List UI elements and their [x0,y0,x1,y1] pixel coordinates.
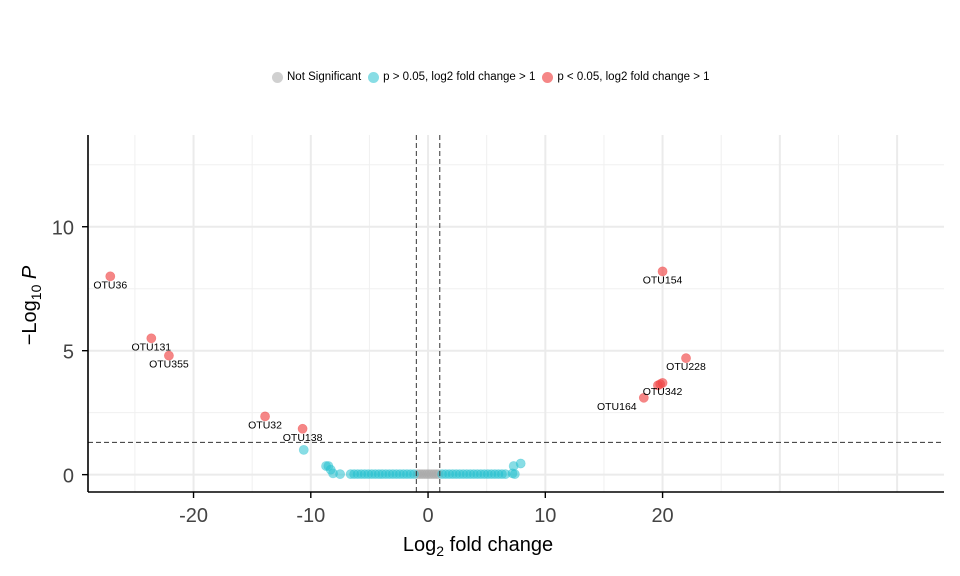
legend-item-fold-change: p > 0.05, log2 fold change > 1 [368,71,535,83]
legend-key-significant [542,71,554,83]
point-label: OTU355 [149,359,189,371]
legend-label-fold-change: p > 0.05, log2 fold change > 1 [383,71,536,83]
y-tick-label: 10 [52,218,74,240]
point-label: OTU131 [131,341,171,353]
point-label: OTU32 [248,419,282,431]
point-fc [509,469,520,480]
legend-item-significant: p < 0.05, log2 fold change > 1 [542,71,710,83]
point-sig [657,266,668,277]
x-axis-title: Log2 fold change [403,534,553,559]
x-tick-label: 10 [534,505,556,527]
point-sig [297,423,308,434]
point-sig [260,411,270,422]
points [105,266,691,480]
point-sig [657,378,668,388]
point-sig [681,353,691,364]
point-label: OTU36 [93,279,127,291]
point-fc [409,469,419,480]
grid [88,135,944,492]
point-sig [164,350,174,361]
legend: Not Significant p > 0.05, log2 fold chan… [272,69,717,85]
point-label: OTU228 [666,361,706,373]
x-tick-label: 20 [651,505,673,527]
legend-item-not-significant: Not Significant [272,71,361,83]
point-sig [146,333,157,344]
y-tick-label: 5 [63,342,74,364]
x-tick-label: -20 [179,505,208,527]
legend-key-fold-change [368,71,380,83]
point-fc [335,469,346,480]
point-fc [515,458,526,469]
legend-label-significant: p < 0.05, log2 fold change > 1 [557,71,710,83]
y-tick-label: 0 [63,466,74,488]
x-tick-label: -10 [296,505,325,527]
point-label: OTU138 [283,432,323,444]
point-fc [298,444,309,455]
ticks: -20 -10 0 10 20 0 5 10 [52,218,674,527]
legend-label-not-significant: Not Significant [287,71,362,83]
point-label: OTU154 [643,274,683,286]
x-tick-label: 0 [422,505,433,527]
point-sig [105,271,116,282]
point-sig [638,392,649,403]
point-label: OTU164 [597,401,637,413]
cutoff-lines [88,135,944,492]
legend-key-not-significant [272,71,283,83]
point-label: OTU342 [643,386,683,398]
y-axis-title: −Log10 P [19,265,44,345]
